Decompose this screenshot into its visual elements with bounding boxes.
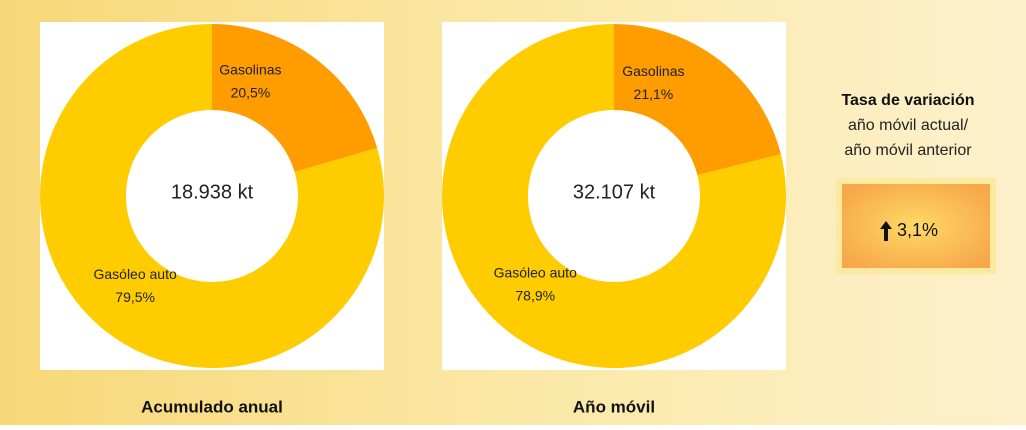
chart-caption: Año móvil — [573, 397, 655, 416]
indicator-value: 3,1% — [897, 220, 938, 240]
chart-caption: Acumulado anual — [141, 397, 283, 416]
donut-slice — [614, 24, 781, 176]
slice-label: Gasolinas — [622, 63, 684, 79]
indicator-title: Tasa de variación — [841, 92, 974, 109]
slice-label: Gasóleo auto — [494, 265, 577, 281]
slice-value: 21,1% — [634, 86, 674, 102]
up-arrow — [880, 221, 892, 241]
donut-slice — [212, 24, 378, 173]
slice-label: Gasóleo auto — [93, 266, 176, 282]
slice-value: 78,9% — [515, 288, 555, 304]
slice-value: 20,5% — [231, 84, 271, 100]
slice-value: 79,5% — [115, 289, 155, 305]
center-label: 32.107 kt — [573, 181, 656, 203]
indicator-subtitle: año móvil actual/ — [848, 117, 969, 134]
donut-slice — [39, 24, 384, 368]
donut-slice — [441, 24, 786, 368]
slice-label: Gasolinas — [219, 61, 281, 77]
center-label: 18.938 kt — [171, 181, 254, 203]
indicator-box — [842, 184, 990, 268]
indicator-subtitle: año móvil anterior — [844, 142, 972, 159]
